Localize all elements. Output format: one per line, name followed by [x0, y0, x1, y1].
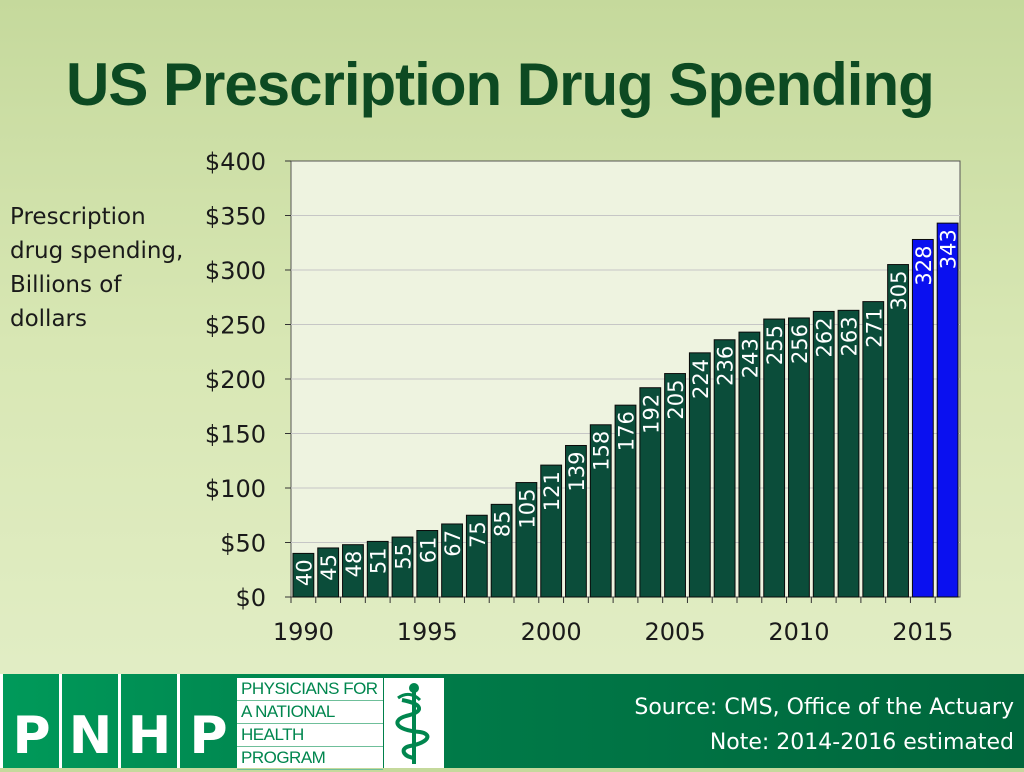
bar [317, 547, 340, 598]
y-tick-label: $250 [205, 312, 266, 340]
bar-estimated [911, 238, 934, 598]
logo-letter: P [12, 706, 51, 766]
bar [812, 310, 835, 598]
bar [664, 373, 686, 598]
bar [837, 309, 860, 598]
bar-data-label: 256 [788, 324, 812, 364]
bar [887, 264, 909, 598]
y-tick-label: $150 [205, 421, 266, 449]
bar-data-label: 85 [491, 510, 515, 537]
bar [366, 540, 389, 598]
bar-data-label: 176 [615, 411, 639, 451]
estimate-note: Note: 2014-2016 estimated [709, 730, 1014, 755]
bar [441, 523, 463, 598]
bar-data-label: 158 [590, 431, 614, 471]
logo-letter: P [189, 706, 228, 766]
logo-word: HEALTH [237, 724, 383, 747]
bars [292, 222, 959, 598]
pnhp-logo-words: PHYSICIANS FOR A NATIONAL HEALTH PROGRAM [237, 678, 383, 770]
logo-letter-cell: N [59, 674, 119, 768]
bar-data-label: 40 [292, 559, 316, 586]
bar-data-label: 271 [862, 308, 886, 348]
logo-word: PHYSICIANS FOR [237, 678, 383, 701]
bar [614, 404, 637, 598]
logo-letter: H [127, 706, 172, 766]
bar [565, 444, 587, 598]
bar [589, 424, 612, 598]
y-tick-label: $400 [205, 148, 266, 176]
bar-data-label: 224 [689, 359, 713, 399]
logo-letter-cell: P [0, 674, 60, 768]
bar-data-label: 61 [416, 537, 440, 564]
page-title: US Prescription Drug Spending [66, 51, 935, 118]
x-tick-label: 1990 [273, 618, 334, 646]
x-tick-label: 2005 [645, 618, 706, 646]
bar-data-label: 205 [664, 380, 688, 420]
bar-data-label: 51 [367, 547, 391, 574]
source-note: Source: CMS, Office of the Actuary Note:… [634, 690, 1014, 760]
logo-letter-cell: P [177, 674, 237, 768]
bar [639, 387, 662, 598]
caduceus-icon [384, 678, 444, 768]
bar [763, 318, 786, 598]
bar-data-label: 105 [515, 489, 539, 529]
y-tick-label: $300 [205, 257, 266, 285]
bar [416, 530, 439, 598]
bar-data-label: 48 [342, 551, 366, 578]
bar-data-label: 67 [441, 530, 465, 557]
bar-data-label: 255 [763, 325, 787, 365]
bar-data-label: 263 [838, 316, 862, 356]
logo-word: A NATIONAL [237, 701, 383, 724]
x-tick-label: 2015 [892, 618, 953, 646]
bar [788, 317, 810, 598]
logo-letter-cell: H [118, 674, 178, 768]
bar-data-label: 139 [565, 451, 589, 491]
bar-data-label: 305 [887, 271, 911, 311]
logo-word: PROGRAM [237, 747, 383, 770]
bar-data-label: 192 [639, 394, 663, 434]
bar-data-label: 262 [813, 317, 837, 357]
bar-data-label: 328 [912, 245, 936, 285]
bar [391, 536, 414, 598]
bar-data-label: 121 [540, 471, 564, 511]
x-tick-label: 2000 [521, 618, 582, 646]
bar [292, 552, 315, 598]
y-tick-labels: $0 $50 $100 $150 $200 $250 $300 $350 $400 [205, 148, 291, 612]
bar-data-label: 55 [392, 543, 416, 570]
bar [465, 514, 488, 598]
logo-letter: N [68, 706, 113, 766]
bar [515, 482, 538, 598]
bar [342, 544, 364, 598]
bar [688, 352, 711, 598]
bar-data-label: 236 [714, 346, 738, 386]
bar [490, 503, 513, 598]
bar-data-label: 343 [937, 229, 961, 269]
bar [738, 331, 761, 598]
bar-data-label: 45 [317, 554, 341, 581]
y-tick-label: $0 [235, 584, 266, 612]
y-tick-label: $100 [205, 475, 266, 503]
bar-estimated [936, 222, 959, 598]
y-tick-label: $350 [205, 203, 266, 231]
x-tick-label: 1995 [397, 618, 458, 646]
bar [540, 464, 563, 598]
bar [713, 339, 736, 598]
bar [862, 301, 885, 598]
x-tick-label: 2010 [768, 618, 829, 646]
bar-data-label: 75 [466, 521, 490, 548]
source-text: Source: CMS, Office of the Actuary [634, 695, 1014, 720]
x-tick-labels: 1990 1995 2000 2005 2010 2015 [273, 597, 953, 646]
y-tick-label: $50 [220, 530, 266, 558]
y-axis-label: Prescription drug spending, Billions of … [10, 204, 184, 332]
bar-chart: $0$50$100$150$200$250$300$350$400 1990 19… [205, 148, 961, 646]
y-tick-label: $200 [205, 366, 266, 394]
bar-data-label: 243 [738, 338, 762, 378]
